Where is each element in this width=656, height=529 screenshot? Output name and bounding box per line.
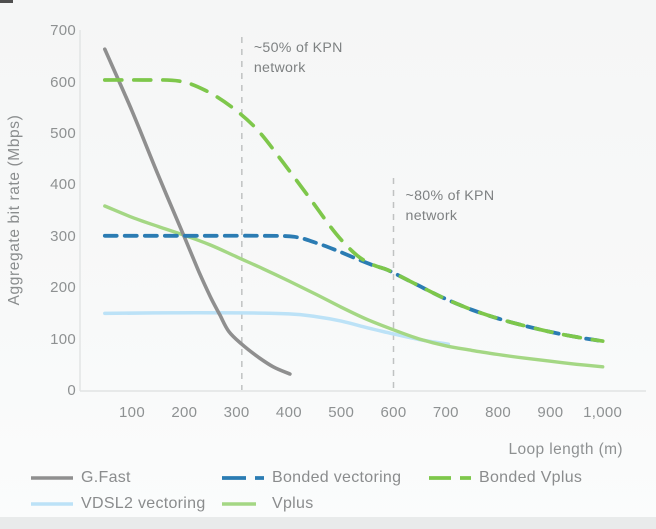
- y-tick-label: 600: [50, 73, 76, 91]
- y-tick-label: 0: [67, 382, 76, 399]
- annotation-80pct-kpn: ~80% of KPN network: [405, 188, 495, 224]
- legend-item-bonded-vectoring: Bonded vectoring: [221, 468, 401, 488]
- legend-label-bonded-vplus: Bonded Vplus: [479, 469, 583, 486]
- legend-label-vdsl2-vectoring: VDSL2 vectoring: [81, 495, 206, 512]
- y-tick-label: 700: [50, 22, 76, 40]
- legend-label-gfast: G.Fast: [81, 469, 131, 486]
- x-tick-label: 100: [119, 404, 145, 421]
- x-axis-title: Loop length (m): [508, 441, 623, 458]
- y-tick-label: 300: [50, 227, 76, 245]
- x-tick-label: 500: [328, 404, 355, 421]
- legend-swatch-bonded-vplus: [429, 476, 471, 480]
- series-line-bonded-vplus: [102, 78, 605, 343]
- y-tick-label: 200: [50, 279, 76, 297]
- legend-swatch-bonded-vectoring: [222, 476, 264, 480]
- y-tick-label: 400: [50, 176, 76, 194]
- x-tick-label: 400: [275, 404, 302, 421]
- x-tick-label: 900: [537, 404, 564, 421]
- crop-artifact: [0, 0, 13, 3]
- legend-swatch-gfast: [31, 476, 73, 480]
- legend-swatch-vplus: [222, 502, 256, 506]
- y-axis-title: Aggregate bit rate (Mbps): [6, 114, 23, 306]
- legend-item-vdsl2-vectoring: VDSL2 vectoring: [30, 494, 206, 514]
- bottom-band: [0, 517, 656, 529]
- x-tick-label: 300: [223, 404, 250, 421]
- y-tick-label: 500: [50, 125, 76, 142]
- x-tick-label: 600: [380, 404, 407, 421]
- series-line-vplus: [103, 204, 605, 369]
- legend-item-vplus: Vplus: [221, 494, 314, 514]
- series-line-g-fast: [103, 47, 292, 376]
- legend-swatch-vdsl2-vectoring: [31, 502, 73, 506]
- legend-label-vplus: Vplus: [272, 495, 314, 512]
- legend-item-bonded-vplus: Bonded Vplus: [428, 468, 582, 488]
- x-tick-label: 700: [432, 404, 459, 421]
- x-tick-label: 1,000: [583, 404, 623, 421]
- legend-item-gfast: G.Fast: [30, 468, 131, 488]
- y-tick-label: 100: [50, 330, 76, 348]
- legend-label-bonded-vectoring: Bonded vectoring: [272, 469, 402, 486]
- x-tick-label: 200: [171, 404, 198, 421]
- series-line-vdsl2-vectoring: [103, 311, 451, 346]
- annotation-50pct-kpn: ~50% of KPN network: [253, 40, 343, 76]
- x-tick-label: 800: [485, 404, 512, 421]
